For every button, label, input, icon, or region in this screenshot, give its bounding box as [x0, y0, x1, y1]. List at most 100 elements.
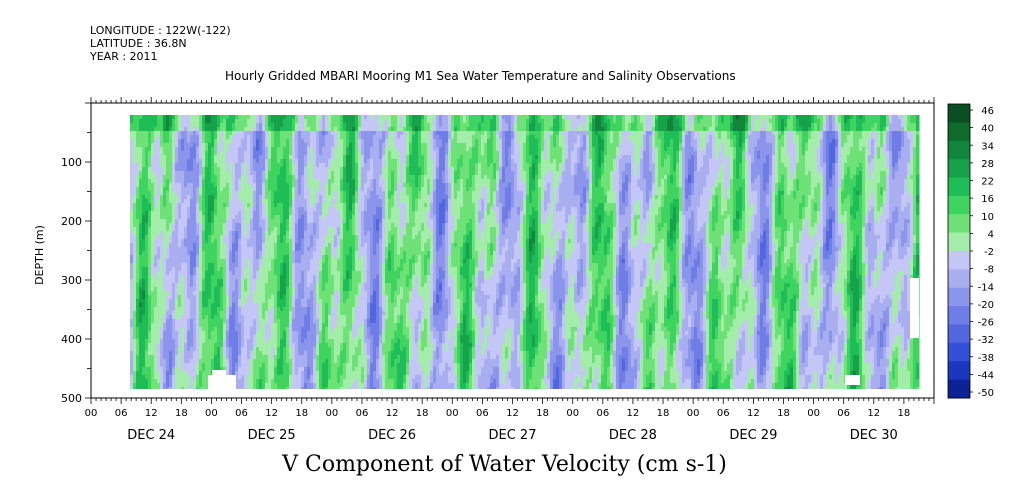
heat-cell: [286, 283, 290, 288]
heat-cell: [298, 351, 302, 356]
heat-cell: [307, 127, 311, 132]
heat-cell: [289, 299, 293, 304]
heat-cell: [163, 199, 167, 204]
heat-cell: [166, 151, 170, 156]
heat-cell: [181, 243, 185, 248]
heat-cell: [145, 119, 149, 124]
heat-cell: [139, 379, 143, 384]
heat-cell: [187, 247, 191, 252]
heat-cell: [133, 307, 137, 312]
heat-cell: [250, 123, 254, 128]
heat-cell: [124, 343, 128, 348]
heat-cell: [256, 131, 260, 136]
heat-cell: [328, 327, 332, 332]
heat-cell: [262, 119, 266, 124]
heat-cell: [331, 295, 335, 300]
heat-cell: [319, 359, 323, 364]
heat-cell: [232, 259, 236, 264]
heat-cell: [148, 375, 152, 380]
heat-cell: [298, 347, 302, 352]
heat-cell: [322, 383, 326, 388]
heat-cell: [292, 195, 296, 200]
heat-cell: [166, 363, 170, 368]
heat-cell: [157, 155, 161, 160]
heat-cell: [130, 215, 131, 220]
heat-cell: [121, 275, 125, 280]
heat-cell: [292, 231, 296, 236]
heat-cell: [238, 327, 242, 332]
heat-cell: [172, 219, 176, 224]
heat-cell: [202, 379, 206, 384]
heat-cell: [187, 119, 191, 124]
heat-cell: [232, 275, 236, 280]
heat-cell: [163, 119, 167, 124]
heat-cell: [307, 131, 311, 136]
heat-cell: [157, 379, 161, 384]
heat-cell: [163, 247, 167, 252]
heat-cell: [130, 251, 131, 256]
heat-cell: [244, 335, 248, 340]
heat-cell: [337, 155, 341, 160]
heat-cell: [325, 383, 329, 388]
heat-cell: [139, 343, 143, 348]
heat-cell: [178, 259, 182, 264]
heat-cell: [310, 243, 314, 248]
heat-cell: [250, 219, 254, 224]
heat-cell: [241, 311, 245, 316]
heat-cell: [316, 375, 320, 380]
heat-cell: [271, 187, 275, 192]
heat-cell: [289, 203, 293, 208]
heat-cell: [331, 115, 335, 120]
heat-cell: [271, 215, 275, 220]
heat-cell: [271, 171, 275, 176]
heat-cell: [202, 139, 206, 144]
heat-cell: [142, 171, 146, 176]
heat-cell: [139, 119, 143, 124]
heat-cell: [178, 147, 182, 152]
heat-cell: [310, 115, 314, 120]
heat-cell: [172, 191, 176, 196]
heat-cell: [304, 183, 308, 188]
heat-cell: [220, 347, 224, 352]
heat-cell: [208, 239, 212, 244]
heat-cell: [196, 295, 200, 300]
heat-cell: [247, 363, 251, 368]
heat-cell: [226, 143, 230, 148]
heat-cell: [262, 127, 266, 132]
heat-cell: [205, 163, 209, 168]
heat-cell: [313, 343, 317, 348]
heat-cell: [334, 123, 338, 128]
heat-cell: [220, 171, 224, 176]
heat-cell: [232, 343, 236, 348]
heat-cell: [142, 139, 146, 144]
heat-cell: [277, 371, 281, 376]
heat-cell: [298, 371, 302, 376]
heat-cell: [202, 375, 206, 380]
heat-cell: [307, 243, 311, 248]
heat-cell: [142, 275, 146, 280]
heat-cell: [220, 115, 224, 120]
heat-cell: [241, 235, 245, 240]
heat-cell: [157, 359, 161, 364]
heat-cell: [154, 339, 158, 344]
heat-cell: [172, 359, 176, 364]
heat-cell: [304, 387, 308, 389]
heat-cell: [274, 255, 278, 260]
heat-cell: [334, 159, 338, 164]
heat-cell: [232, 139, 236, 144]
heat-cell: [172, 199, 176, 204]
heat-cell: [229, 123, 233, 128]
heat-cell: [190, 351, 194, 356]
heat-cell: [322, 223, 326, 228]
heat-cell: [148, 203, 152, 208]
heat-cell: [154, 131, 158, 136]
heat-cell: [322, 267, 326, 272]
heat-cell: [121, 315, 125, 320]
heat-cell: [178, 311, 182, 316]
heat-cell: [169, 219, 173, 224]
heat-cell: [316, 247, 320, 252]
heat-cell: [265, 315, 269, 320]
heat-cell: [175, 139, 179, 144]
heat-cell: [175, 295, 179, 300]
heat-cell: [202, 155, 206, 160]
